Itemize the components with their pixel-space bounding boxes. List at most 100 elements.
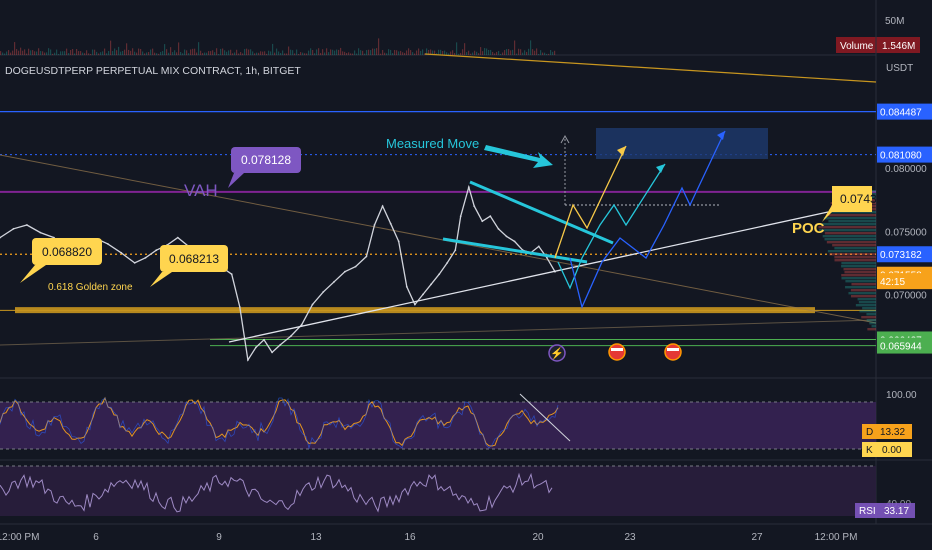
volume-bar	[400, 50, 402, 55]
volume-bar	[62, 51, 64, 55]
volume-bar	[132, 48, 134, 55]
lightning-event-icon[interactable]	[548, 344, 566, 362]
volume-bar	[424, 53, 426, 55]
rising-support-line	[228, 211, 829, 343]
volume-bar	[82, 52, 84, 55]
time-tick-label-3: 13	[310, 532, 322, 543]
volume-bar	[316, 49, 318, 55]
volume-bar	[510, 50, 512, 55]
volume-profile-bar	[866, 313, 876, 316]
volume-bar	[26, 53, 28, 55]
volume-profile-bar	[861, 316, 876, 319]
stoch-k-badge	[862, 442, 912, 457]
price-point-31	[333, 280, 335, 283]
volume-bar	[548, 53, 550, 55]
volume-profile-bar	[827, 211, 876, 214]
volume-bar	[324, 52, 326, 55]
volume-bar	[264, 51, 266, 55]
stoch-k-line	[0, 397, 559, 450]
price-point-38	[397, 240, 400, 243]
volume-bar	[198, 42, 200, 55]
volume-bar	[116, 50, 118, 55]
volume-bar	[312, 50, 314, 55]
vah-callout-pointer	[228, 173, 244, 188]
volume-bar	[232, 53, 234, 55]
volume-bar	[514, 40, 516, 55]
measured-move-arrow	[484, 145, 553, 168]
volume-bar	[66, 48, 68, 55]
rsi-band	[0, 466, 876, 516]
volume-bar	[392, 53, 394, 55]
volume-bar	[106, 53, 108, 55]
volume-bar	[186, 50, 188, 55]
projection-path-yellow	[554, 145, 627, 259]
volume-bar	[196, 52, 198, 55]
volume-axis-label: 50M	[885, 16, 904, 27]
volume-bar	[16, 49, 18, 55]
volume-bar	[248, 49, 250, 55]
vah-value-text: 0.078128	[241, 153, 291, 167]
volume-bar	[136, 52, 138, 55]
volume-bar	[388, 49, 390, 55]
volume-bar	[220, 48, 222, 55]
volume-bar	[298, 53, 300, 55]
event-markers[interactable]: ⚡	[548, 343, 682, 362]
volume-bar	[438, 49, 440, 55]
price-point-9	[106, 243, 109, 245]
volume-bar	[394, 49, 396, 55]
wedge-lower-line	[442, 237, 588, 264]
price-point-27	[290, 335, 292, 337]
volume-bar	[288, 46, 290, 55]
price-point-43	[438, 273, 441, 276]
volume-bar	[386, 53, 388, 55]
volume-bar	[276, 48, 278, 55]
volume-bar	[124, 49, 126, 55]
volume-bar	[236, 49, 238, 55]
volume-bar	[154, 52, 156, 55]
volume-bar	[340, 47, 342, 55]
volume-bar	[152, 48, 154, 55]
price-point-30	[322, 291, 325, 293]
price-point-24	[263, 338, 265, 341]
price-point-0	[0, 236, 1, 239]
price-point-42	[430, 283, 432, 286]
volume-bar	[540, 50, 542, 55]
time-tick-label-6: 23	[624, 532, 636, 543]
volume-bar	[286, 53, 288, 55]
price-tick-label-0: 0.080000	[885, 164, 927, 175]
price-point-46	[459, 215, 462, 218]
volume-bar	[486, 48, 488, 55]
flag-stripe-2	[667, 348, 679, 351]
flag-stripe	[611, 348, 623, 351]
volume-profile-bar	[822, 235, 876, 238]
stoch-d-label: D	[866, 427, 873, 438]
volume-profile-bar	[841, 262, 876, 265]
volume-bar	[346, 53, 348, 55]
price-point-29	[311, 303, 314, 306]
volume-bar	[484, 48, 486, 55]
price-point-10	[120, 251, 123, 254]
volume-label: Volume	[840, 41, 874, 52]
price-point-35	[373, 224, 376, 226]
volume-bar	[24, 49, 26, 55]
volume-bar	[230, 49, 232, 55]
us-flag-event-icon[interactable]	[608, 343, 626, 361]
volume-bar	[494, 53, 496, 55]
volume-bar	[334, 50, 336, 55]
volume-bar	[128, 49, 130, 55]
volume-bar	[448, 53, 450, 55]
projection-arrowhead-yellow	[617, 146, 626, 156]
volume-bar	[350, 53, 352, 55]
volume-bar	[6, 51, 8, 55]
time-axis: 12:00 PM 6 9 13 16 20 23 27 12:00 PM	[0, 532, 857, 543]
volume-profile-bar	[855, 304, 876, 307]
price-point-12	[144, 256, 147, 259]
us-flag-event-icon-2[interactable]	[664, 343, 682, 361]
volume-bar	[456, 42, 458, 55]
volume-bar	[414, 53, 416, 55]
volume-bar	[338, 49, 340, 55]
volume-bar	[150, 49, 152, 55]
volume-bar	[398, 51, 400, 55]
